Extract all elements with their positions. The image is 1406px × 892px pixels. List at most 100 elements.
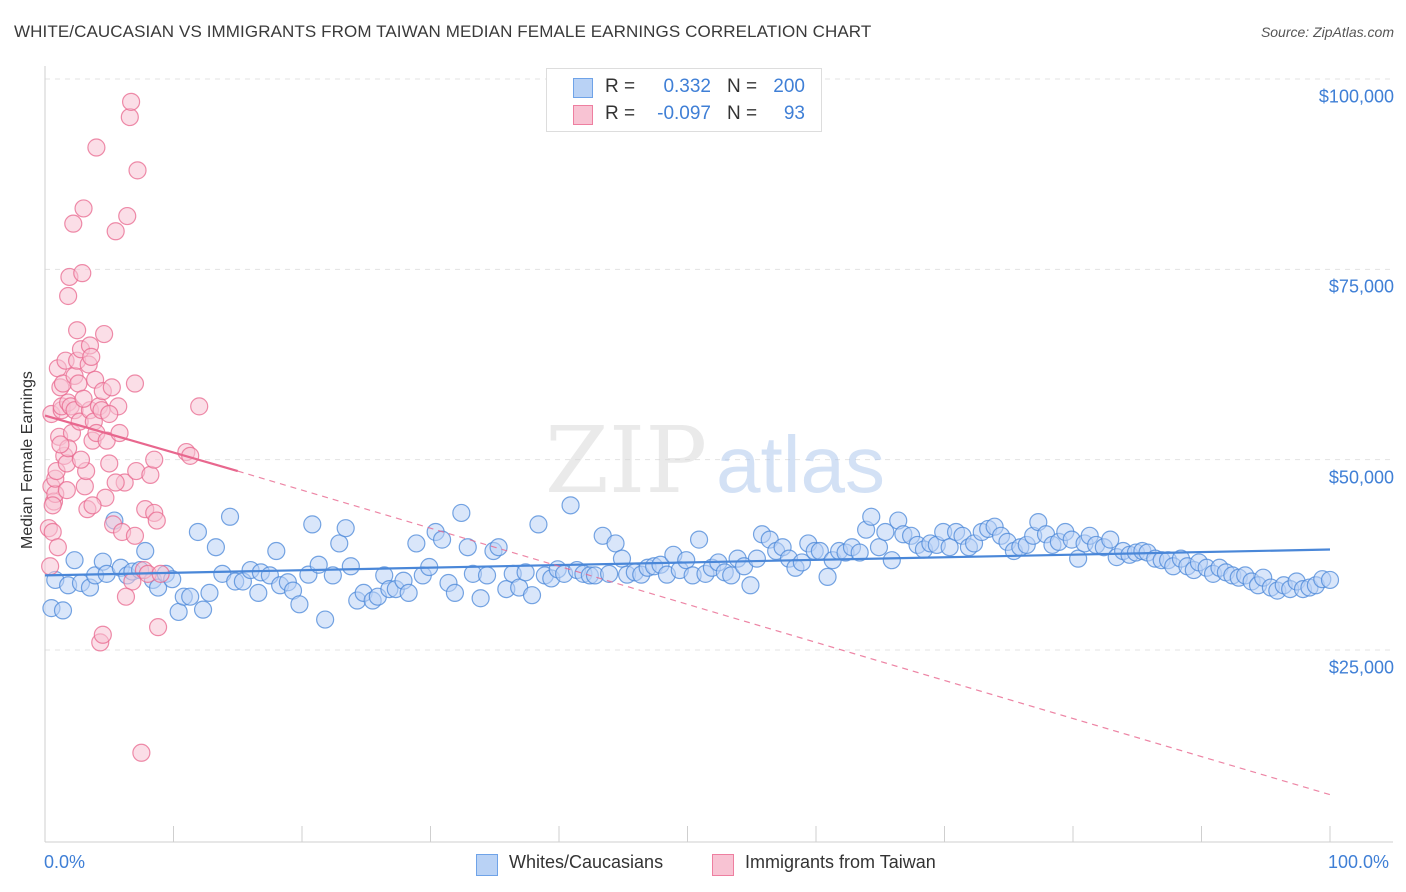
point-taiwan	[48, 538, 67, 557]
point-taiwan	[69, 374, 88, 393]
point-whites	[477, 566, 497, 585]
point-whites	[330, 534, 349, 553]
series-label-whites: Whites/Caucasians	[509, 852, 664, 872]
point-whites	[267, 541, 286, 561]
point-whites	[722, 566, 741, 585]
correlation-legend: R = 0.332 N = 200 R = -0.097 N = 93	[546, 68, 822, 132]
point-whites	[290, 595, 309, 614]
point-taiwan	[71, 450, 91, 469]
point-whites	[876, 522, 895, 542]
point-whites	[458, 538, 477, 557]
trend-line-taiwan	[44, 414, 239, 473]
point-whites	[303, 515, 322, 534]
point-taiwan	[147, 511, 166, 530]
point-whites	[1101, 530, 1120, 549]
point-whites	[747, 549, 766, 568]
series-swatch-whites	[476, 854, 498, 876]
points-layer	[39, 92, 1340, 762]
point-whites	[65, 551, 84, 570]
point-taiwan	[82, 347, 101, 366]
axes	[44, 66, 1393, 843]
point-whites	[850, 543, 869, 562]
point-whites	[818, 567, 837, 587]
point-whites	[689, 530, 709, 549]
point-taiwan	[73, 264, 92, 283]
point-taiwan	[128, 161, 147, 180]
point-taiwan	[87, 138, 106, 157]
point-whites	[323, 566, 342, 585]
point-whites	[316, 610, 335, 629]
point-taiwan	[118, 206, 137, 226]
chart-title: WHITE/CAUCASIAN VS IMMIGRANTS FROM TAIWA…	[14, 22, 872, 41]
point-taiwan	[64, 214, 83, 233]
legend-r-value: 0.332	[663, 76, 711, 97]
point-taiwan	[116, 587, 136, 606]
legend-n-value: 93	[783, 103, 805, 124]
y-tick-label: $75,000	[1328, 276, 1394, 297]
point-taiwan	[106, 222, 125, 241]
point-taiwan	[68, 321, 87, 340]
y-tick-label: $50,000	[1328, 467, 1394, 488]
point-taiwan	[75, 477, 94, 496]
legend-r-label: R =	[605, 103, 636, 124]
point-taiwan	[43, 522, 62, 542]
x-tick-max: 100.0%	[1328, 852, 1390, 872]
point-whites	[399, 583, 418, 603]
legend-n-label: N =	[727, 103, 758, 124]
legend-swatch-blue	[573, 78, 593, 98]
watermark-zip: ZIP	[545, 407, 707, 514]
point-whites	[407, 534, 426, 553]
point-whites	[181, 587, 200, 606]
point-whites	[862, 507, 881, 526]
point-whites	[249, 583, 268, 603]
point-taiwan	[106, 473, 125, 492]
point-whites	[792, 553, 811, 572]
point-whites	[53, 601, 73, 620]
point-whites	[471, 589, 490, 608]
point-whites	[432, 530, 452, 549]
point-taiwan	[141, 465, 160, 484]
point-whites	[169, 602, 188, 622]
point-whites	[561, 496, 580, 515]
source-credit: Source: ZipAtlas.com	[1260, 24, 1394, 40]
series-swatch-taiwan	[712, 854, 734, 876]
point-whites	[206, 538, 226, 557]
point-taiwan	[102, 378, 121, 397]
point-taiwan	[132, 743, 151, 762]
point-taiwan	[125, 374, 145, 393]
point-whites	[489, 538, 508, 557]
point-whites	[1320, 570, 1340, 590]
point-taiwan	[190, 397, 209, 416]
point-taiwan	[125, 526, 145, 545]
point-whites	[522, 586, 542, 605]
point-taiwan	[95, 324, 114, 344]
y-tick-label: $25,000	[1328, 657, 1394, 678]
point-whites	[445, 583, 465, 603]
legend-n-value: 200	[773, 76, 805, 97]
legend-row-taiwan: R = -0.097 N = 93	[547, 101, 821, 127]
point-whites	[188, 522, 208, 542]
point-taiwan	[100, 454, 119, 473]
legend-r-value: -0.097	[657, 103, 711, 124]
trend-line-taiwan-extended	[237, 470, 1331, 796]
trend-lines	[44, 414, 1331, 796]
legend-n-label: N =	[727, 76, 758, 97]
point-whites	[341, 557, 360, 576]
point-whites	[220, 507, 240, 526]
point-whites	[741, 576, 760, 595]
point-whites	[869, 538, 889, 557]
point-whites	[200, 583, 219, 603]
watermark-atlas: atlas	[716, 420, 885, 509]
point-taiwan	[51, 435, 70, 454]
point-whites	[882, 551, 901, 570]
legend-r-label: R =	[605, 76, 636, 97]
point-taiwan	[74, 199, 93, 218]
point-whites	[1069, 549, 1088, 568]
point-whites	[677, 551, 696, 570]
point-whites	[940, 538, 959, 557]
point-taiwan	[145, 450, 164, 469]
point-taiwan	[43, 496, 62, 515]
point-taiwan	[121, 92, 141, 111]
x-tick-min: 0.0%	[44, 852, 86, 872]
point-taiwan	[41, 557, 60, 576]
